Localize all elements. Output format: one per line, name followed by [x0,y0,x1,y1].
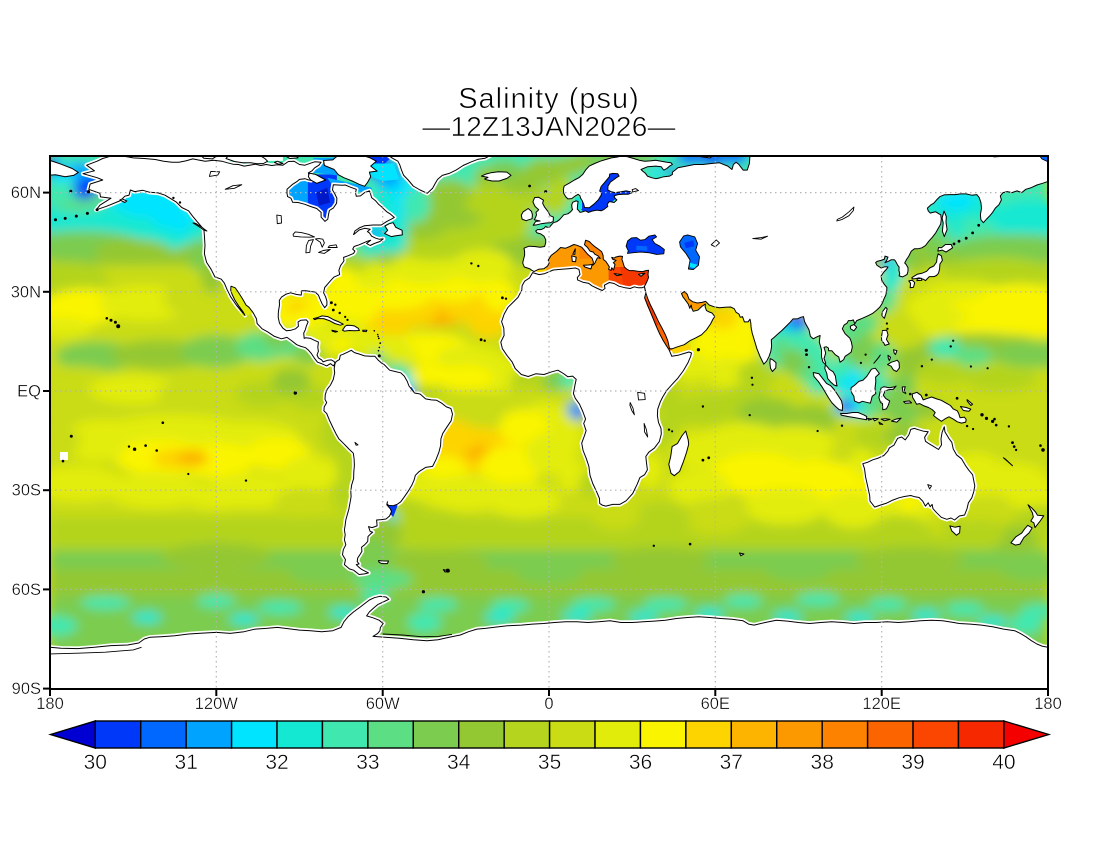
svg-text:Salinity (psu): Salinity (psu) [458,83,640,115]
svg-text:32: 32 [265,751,288,774]
svg-text:35: 35 [538,751,561,774]
svg-text:30S: 30S [12,482,41,500]
svg-text:EQ: EQ [17,383,41,401]
svg-text:40: 40 [992,751,1015,774]
svg-text:—12Z13JAN2026—: —12Z13JAN2026— [422,111,675,142]
svg-text:36: 36 [629,751,652,774]
svg-text:0: 0 [544,695,553,713]
svg-text:60W: 60W [366,695,400,713]
svg-text:39: 39 [901,751,924,774]
svg-text:60S: 60S [12,581,41,599]
svg-text:38: 38 [811,751,834,774]
svg-text:30N: 30N [11,283,41,301]
svg-text:120E: 120E [862,695,901,713]
svg-text:31: 31 [175,751,198,774]
svg-text:30: 30 [84,751,107,774]
svg-text:33: 33 [356,751,379,774]
svg-text:60N: 60N [11,184,41,202]
svg-text:120W: 120W [195,695,239,713]
svg-text:34: 34 [447,751,471,774]
svg-text:180: 180 [36,695,64,713]
svg-text:180: 180 [1034,695,1062,713]
svg-text:90S: 90S [12,680,41,698]
svg-text:60E: 60E [701,695,730,713]
svg-text:37: 37 [720,751,743,774]
